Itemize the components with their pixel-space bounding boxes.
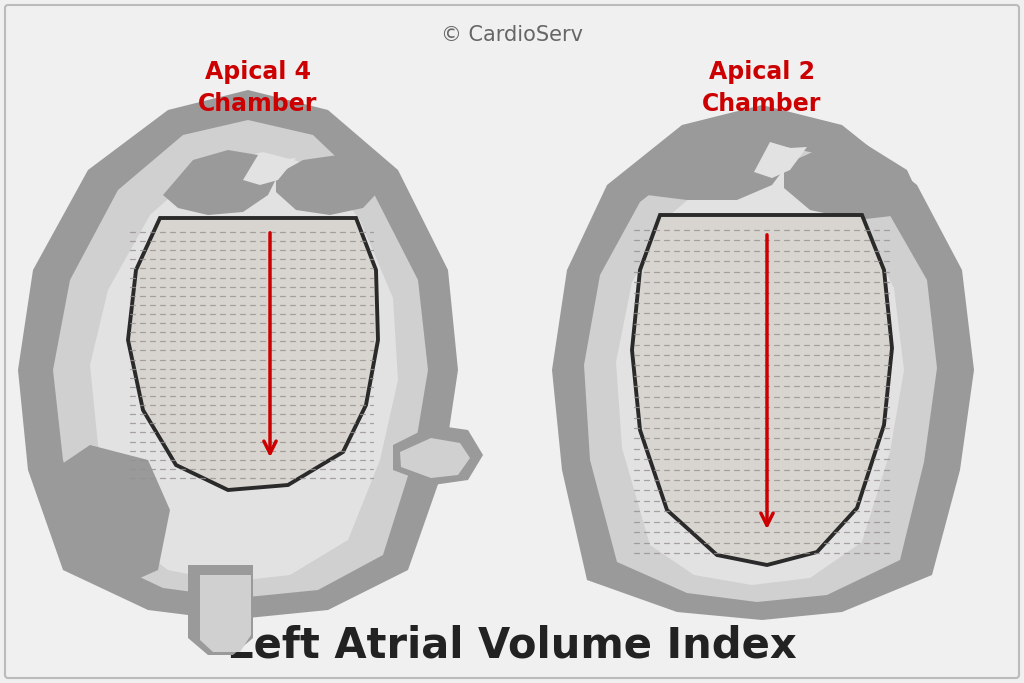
Polygon shape (754, 142, 807, 178)
Polygon shape (53, 120, 428, 598)
Text: Apical 2
Chamber: Apical 2 Chamber (702, 60, 821, 116)
Polygon shape (616, 165, 904, 585)
Polygon shape (200, 575, 251, 652)
Polygon shape (243, 155, 296, 185)
Polygon shape (276, 155, 378, 215)
Polygon shape (617, 135, 787, 200)
Polygon shape (584, 142, 937, 602)
Polygon shape (393, 425, 483, 485)
Polygon shape (632, 215, 892, 565)
Polygon shape (38, 445, 170, 590)
Text: © CardioServ: © CardioServ (441, 25, 583, 45)
Polygon shape (128, 218, 378, 490)
FancyBboxPatch shape (5, 5, 1019, 678)
Polygon shape (188, 565, 253, 655)
Text: Left Atrial Volume Index: Left Atrial Volume Index (227, 624, 797, 666)
Polygon shape (90, 152, 398, 582)
Polygon shape (784, 142, 920, 220)
Polygon shape (163, 150, 278, 215)
Polygon shape (552, 105, 974, 620)
Polygon shape (400, 438, 470, 478)
Polygon shape (18, 90, 458, 620)
Text: Apical 4
Chamber: Apical 4 Chamber (199, 60, 317, 116)
